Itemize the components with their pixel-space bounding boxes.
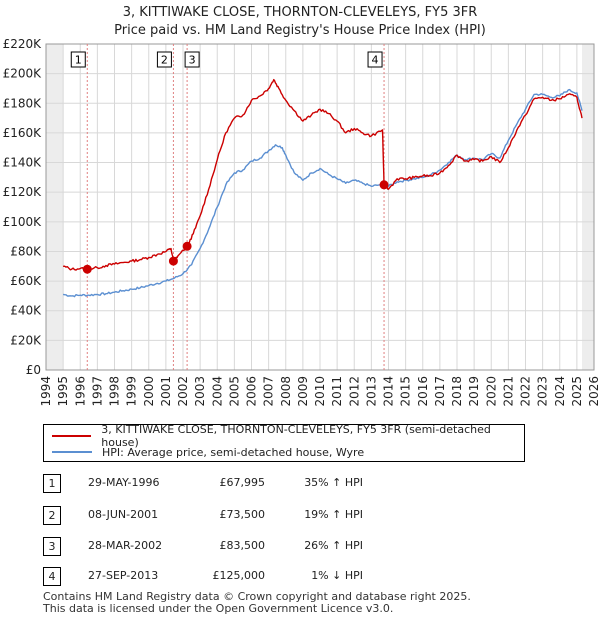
sale-number-label: 3 [189,54,196,67]
y-tick-label: £120K [3,185,43,199]
chart-subtitle: Price paid vs. HM Land Registry's House … [114,23,486,38]
transaction-number: 2 [43,506,61,525]
x-tick-label: 2023 [536,376,550,407]
transaction-number: 3 [43,537,61,556]
transaction-date: 29-MAY-1996 [88,476,160,489]
chart-title: 3, KITTIWAKE CLOSE, THORNTON-CLEVELEYS, … [122,5,478,20]
transaction-date: 08-JUN-2001 [88,508,159,521]
x-tick-label: 2016 [416,376,430,407]
x-tick-label: 2020 [484,376,498,407]
x-tick-label: 2002 [176,376,190,407]
transaction-hpi-diff: 26% ↑ HPI [304,539,363,552]
x-tick-label: 2022 [519,376,533,407]
transaction-price: £83,500 [219,539,266,552]
x-tick-label: 2018 [450,376,464,407]
property-price-line [63,78,583,271]
x-tick-label: 2025 [570,376,584,407]
legend: 3, KITTIWAKE CLOSE, THORNTON-CLEVELEYS, … [43,423,525,462]
x-tick-label: 2011 [330,376,344,407]
x-tick-label: 2024 [553,376,567,407]
x-tick-label: 2010 [313,376,327,407]
y-tick-label: £40K [10,304,42,318]
plot-border [45,43,595,371]
sale-number-box [156,51,172,68]
y-tick-label: £200K [3,67,43,81]
y-tick-label: £180K [3,96,43,110]
sale-point [379,180,389,190]
y-tick-label: £20K [10,333,42,347]
legend-label-hpi: HPI: Average price, semi-detached house,… [102,445,365,459]
x-tick-label: 2005 [227,376,241,407]
sale-point [182,241,192,251]
sale-number-label: 2 [161,54,168,67]
legend-item-hpi: HPI: Average price, semi-detached house,… [52,444,364,460]
transaction-hpi-diff: 35% ↑ HPI [304,476,363,489]
transaction-row: 1 29-MAY-1996 £67,995 35% ↑ HPI [43,474,483,494]
x-tick-label: 1994 [39,376,53,407]
y-tick-label: £140K [3,156,43,170]
footer-line-licence: This data is licensed under the Open Gov… [43,602,394,615]
footer-attribution: Contains HM Land Registry data © Crown c… [43,591,471,615]
x-tick-label: 1998 [108,376,122,407]
x-tick-label: 1997 [90,376,104,407]
legend-swatch-property [52,435,92,437]
transaction-hpi-diff: 19% ↑ HPI [304,508,363,521]
x-tick-label: 1995 [56,376,70,407]
x-tick-label: 2009 [296,376,310,407]
y-tick-label: £80K [10,244,42,258]
sale-number-box [367,51,383,68]
price-chart: £0 £20K £40K £60K £80K £100K £120K £140K £160K £1… [3,37,600,407]
sale-point [82,264,92,274]
transaction-date: 28-MAR-2002 [88,539,163,552]
x-tick-label: 2001 [159,376,173,407]
transaction-price: £125,000 [212,569,266,582]
sale-number-label: 4 [372,54,379,67]
shaded-region-before-data [46,44,64,370]
x-tick-label: 2021 [501,376,515,407]
transaction-price: £67,995 [219,476,266,489]
transaction-number: 4 [43,567,61,586]
y-tick-label: £160K [3,126,43,140]
chart-title-block: 3, KITTIWAKE CLOSE, THORNTON-CLEVELEYS, … [0,4,600,40]
transaction-date: 27-SEP-2013 [88,569,159,582]
legend-label-property: 3, KITTIWAKE CLOSE, THORNTON-CLEVELEYS, … [101,423,491,449]
y-tick-label: £60K [10,274,42,288]
x-tick-label: 2026 [587,376,600,407]
shaded-region-after-data [582,44,594,370]
x-tick-label: 2012 [347,376,361,407]
x-tick-label: 2004 [210,376,224,407]
x-tick-label: 2017 [433,376,447,407]
sale-number-label: 1 [75,54,82,67]
footer-line-copyright: Contains HM Land Registry data © Crown c… [43,590,471,603]
y-tick-label: £0 [26,363,41,377]
transaction-row: 4 27-SEP-2013 £125,000 1% ↓ HPI [43,567,483,587]
sale-point [168,256,178,266]
transaction-row: 3 28-MAR-2002 £83,500 26% ↑ HPI [43,537,483,557]
transaction-row: 2 08-JUN-2001 £73,500 19% ↑ HPI [43,506,483,526]
sale-number-box [70,51,86,68]
transaction-price: £73,500 [219,508,266,521]
x-tick-label: 2007 [262,376,276,407]
x-tick-label: 1996 [73,376,87,407]
y-tick-label: £220K [3,37,43,51]
x-tick-label: 2000 [142,376,156,407]
x-tick-label: 2015 [399,376,413,407]
sale-number-box [184,51,200,68]
x-tick-label: 2006 [245,376,259,407]
x-tick-label: 2014 [382,376,396,407]
x-tick-label: 2019 [467,376,481,407]
transaction-number: 1 [43,474,61,493]
transaction-hpi-diff: 1% ↓ HPI [311,569,363,582]
x-tick-label: 2013 [364,376,378,407]
x-tick-label: 2008 [279,376,293,407]
legend-swatch-hpi [52,451,92,453]
x-tick-label: 2003 [193,376,207,407]
hpi-line [62,88,583,298]
y-tick-label: £100K [3,215,43,229]
x-tick-label: 1999 [125,376,139,407]
legend-item-property: 3, KITTIWAKE CLOSE, THORNTON-CLEVELEYS, … [52,423,524,449]
